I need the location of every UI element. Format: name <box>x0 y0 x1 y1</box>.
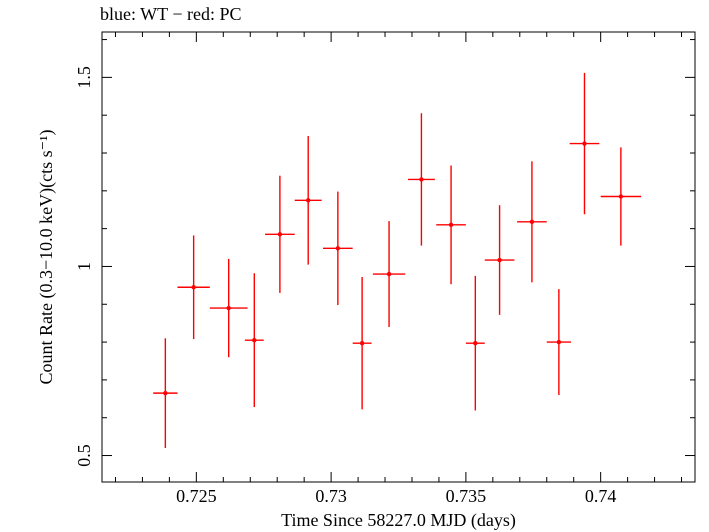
x-tick-label: 0.73 <box>315 486 347 506</box>
point-marker <box>191 285 196 290</box>
data-point <box>465 275 485 411</box>
y-tick-label: 1.5 <box>74 66 94 89</box>
point-marker <box>582 141 587 146</box>
y-axis-label: Count Rate (0.3−10.0 keV)(cts s⁻¹) <box>36 129 57 384</box>
data-point <box>153 338 178 448</box>
point-marker <box>448 222 454 228</box>
y-tick-label: 1 <box>74 262 94 271</box>
point-marker <box>359 341 365 346</box>
point-marker <box>618 194 624 199</box>
x-tick-label: 0.74 <box>585 486 617 506</box>
x-tick-label: 0.735 <box>446 486 487 506</box>
data-point <box>517 161 547 283</box>
point-marker <box>386 271 392 277</box>
data-point <box>294 135 322 265</box>
x-tick-label: 0.725 <box>176 486 217 506</box>
data-point <box>177 235 210 340</box>
y-tick-labels: 0.5 1 1.5 <box>74 66 94 467</box>
point-marker <box>556 339 562 345</box>
point-marker <box>419 177 424 182</box>
data-point <box>436 165 466 285</box>
data-point <box>407 113 435 246</box>
data-point <box>323 191 353 306</box>
data-point <box>265 175 295 293</box>
data-point <box>372 221 406 327</box>
data-point <box>546 289 572 396</box>
data-point <box>352 277 372 410</box>
y-tick-label: 0.5 <box>74 444 94 467</box>
point-marker <box>529 219 535 225</box>
point-marker <box>497 257 502 263</box>
data-point <box>569 72 600 215</box>
data-points <box>153 72 642 448</box>
chart-title: blue: WT − red: PC <box>100 4 242 24</box>
axis-ticks <box>102 32 695 482</box>
point-marker <box>473 341 478 346</box>
point-marker <box>163 390 168 396</box>
point-marker <box>335 246 341 251</box>
data-point <box>600 147 642 246</box>
plot-frame <box>101 31 696 483</box>
point-marker <box>252 337 257 343</box>
point-marker <box>226 305 231 311</box>
x-axis-label: Time Since 58227.0 MJD (days) <box>281 510 516 531</box>
point-marker <box>277 232 283 237</box>
point-marker <box>306 198 311 203</box>
x-tick-labels: 0.725 0.73 0.735 0.74 <box>176 486 616 506</box>
data-point <box>244 273 264 408</box>
data-point <box>484 205 515 315</box>
data-point <box>209 258 248 358</box>
